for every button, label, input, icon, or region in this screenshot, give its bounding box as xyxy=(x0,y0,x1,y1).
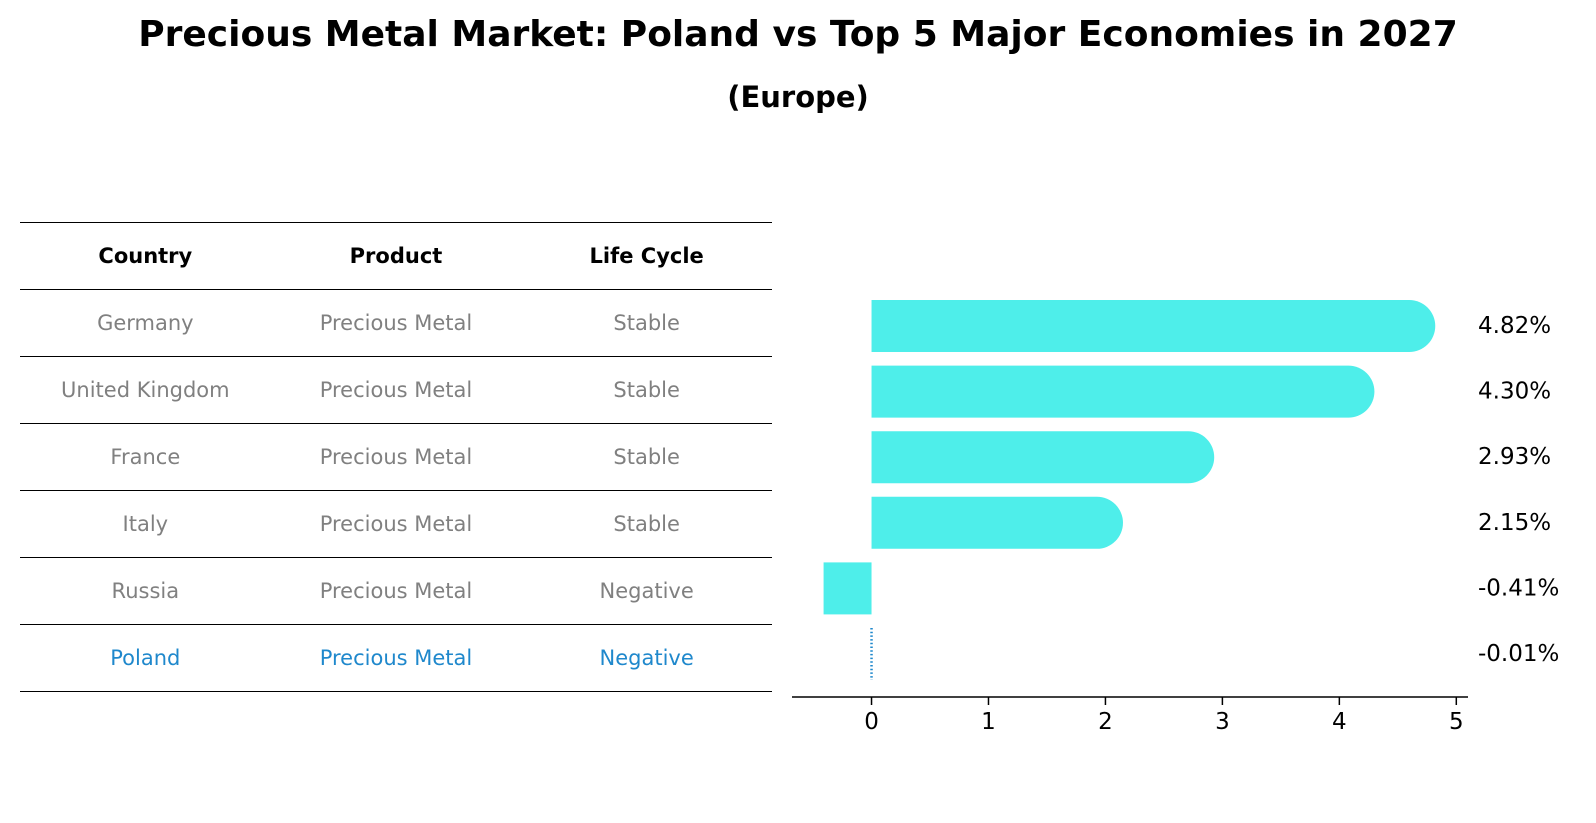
x-tick-label: 2 xyxy=(1098,709,1113,735)
cell-country: Germany xyxy=(20,289,271,357)
cell-product: Precious Metal xyxy=(270,356,522,424)
table-row: Italy Precious Metal Stable xyxy=(20,490,772,558)
cell-product: Precious Metal xyxy=(270,289,522,357)
cell-life-cycle: Stable xyxy=(521,289,772,357)
cell-country: Russia xyxy=(20,557,271,625)
x-tick-label: 0 xyxy=(864,709,879,735)
header-country: Country xyxy=(20,222,271,290)
table-row-highlighted: Poland Precious Metal Negative xyxy=(20,624,772,692)
cell-life-cycle: Negative xyxy=(521,624,772,692)
data-label: 2.93% xyxy=(1478,444,1551,470)
x-tick-label: 1 xyxy=(981,709,996,735)
country-table-wrapper: Country Product Life Cycle Germany Preci… xyxy=(20,222,772,692)
data-label: 2.15% xyxy=(1478,510,1551,536)
table-row: France Precious Metal Stable xyxy=(20,423,772,491)
cell-product: Precious Metal xyxy=(270,423,522,491)
cell-product: Precious Metal xyxy=(270,557,522,625)
data-label: -0.01% xyxy=(1478,641,1559,667)
table-row: United Kingdom Precious Metal Stable xyxy=(20,356,772,424)
cell-country: Poland xyxy=(20,624,271,692)
x-tick-label: 3 xyxy=(1215,709,1230,735)
header-life-cycle: Life Cycle xyxy=(521,222,772,290)
cell-life-cycle: Stable xyxy=(521,490,772,558)
bar-mark-italy xyxy=(871,496,1123,549)
country-table: Country Product Life Cycle Germany Preci… xyxy=(20,222,772,692)
cell-product: Precious Metal xyxy=(270,490,522,558)
x-tick-label: 5 xyxy=(1449,709,1464,735)
data-label: 4.82% xyxy=(1478,313,1551,339)
chart-title: Precious Metal Market: Poland vs Top 5 M… xyxy=(138,14,1458,55)
data-label: -0.41% xyxy=(1478,575,1559,601)
chart-subtitle: (Europe) xyxy=(727,80,869,114)
cell-life-cycle: Negative xyxy=(521,557,772,625)
header-product: Product xyxy=(270,222,522,290)
data-label: 4.30% xyxy=(1478,379,1551,405)
cell-product: Precious Metal xyxy=(270,624,522,692)
cell-country: Italy xyxy=(20,490,271,558)
table-row: Germany Precious Metal Stable xyxy=(20,289,772,357)
bar-mark-germany xyxy=(871,300,1436,352)
table-row: Russia Precious Metal Negative xyxy=(20,557,772,625)
bar-mark-united-kingdom xyxy=(871,365,1375,418)
cell-life-cycle: Stable xyxy=(521,423,772,491)
table-header-row: Country Product Life Cycle xyxy=(20,222,772,290)
bar-mark-france xyxy=(871,431,1215,484)
x-tick-label: 4 xyxy=(1332,709,1347,735)
cell-country: France xyxy=(20,423,271,491)
cell-country: United Kingdom xyxy=(20,356,271,424)
bar-mark-russia xyxy=(823,562,872,615)
